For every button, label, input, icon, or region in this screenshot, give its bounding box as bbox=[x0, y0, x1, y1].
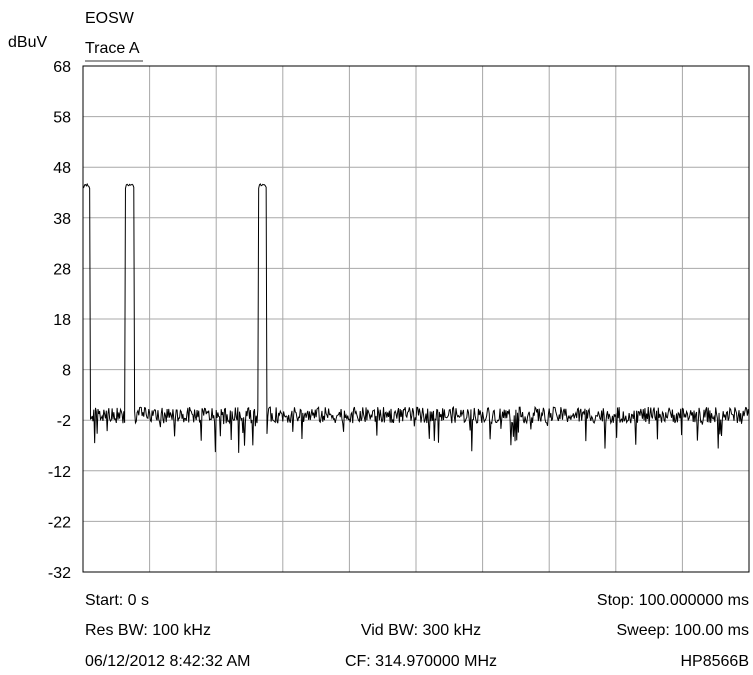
y-tick-label: -12 bbox=[48, 464, 71, 481]
footer-cf: CF: 314.970000 MHz bbox=[345, 653, 497, 670]
y-tick-label: -2 bbox=[57, 413, 71, 430]
footer-vid-bw: Vid BW: 300 kHz bbox=[361, 622, 481, 639]
footer-res-bw: Res BW: 100 kHz bbox=[85, 622, 211, 639]
chart-title: EOSW bbox=[85, 10, 135, 27]
plot-frame bbox=[82, 65, 750, 573]
plot-grid bbox=[83, 66, 749, 572]
footer-instrument: HP8566B bbox=[681, 653, 750, 670]
y-tick-label: 38 bbox=[53, 211, 71, 228]
legend-trace-label: Trace A bbox=[85, 40, 140, 57]
y-tick-labels: 68 58 48 38 28 18 8 -2 -12 -22 -32 bbox=[48, 59, 71, 582]
y-tick-label: 18 bbox=[53, 312, 71, 329]
footer-start: Start: 0 s bbox=[85, 592, 149, 609]
footer-datetime: 06/12/2012 8:42:32 AM bbox=[85, 653, 250, 670]
footer-stop: Stop: 100.000000 ms bbox=[597, 592, 749, 609]
y-tick-label: 28 bbox=[53, 261, 71, 278]
y-tick-label: -22 bbox=[48, 514, 71, 531]
footer-sweep: Sweep: 100.00 ms bbox=[616, 622, 749, 639]
y-tick-label: 68 bbox=[53, 59, 71, 76]
y-tick-label: -32 bbox=[48, 565, 71, 582]
y-tick-label: 48 bbox=[53, 160, 71, 177]
y-axis-label: dBuV bbox=[8, 34, 47, 51]
y-tick-label: 58 bbox=[53, 110, 71, 127]
y-tick-label: 8 bbox=[62, 363, 71, 380]
trace-a-line bbox=[82, 182, 750, 453]
